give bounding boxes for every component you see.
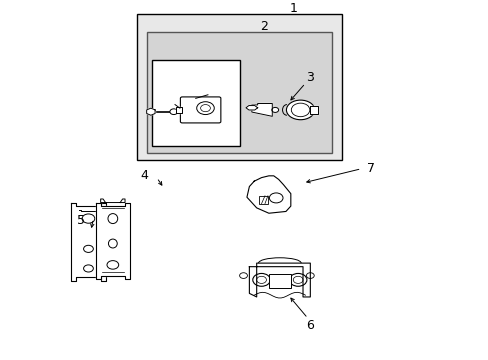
Circle shape [271, 107, 278, 112]
FancyBboxPatch shape [180, 97, 221, 123]
Text: 1: 1 [289, 2, 297, 15]
Polygon shape [249, 263, 310, 297]
Bar [152, 60, 239, 145]
Text: 5: 5 [77, 214, 85, 227]
Bar [137, 14, 341, 160]
Bar [147, 32, 331, 153]
Text: 6: 6 [306, 319, 314, 332]
Polygon shape [96, 203, 130, 279]
Circle shape [169, 109, 177, 114]
Polygon shape [176, 107, 182, 113]
Polygon shape [246, 176, 290, 213]
Polygon shape [251, 104, 272, 116]
Bar [268, 274, 290, 288]
Polygon shape [310, 105, 317, 114]
Polygon shape [71, 203, 105, 281]
Text: 3: 3 [306, 71, 314, 84]
Ellipse shape [286, 100, 314, 120]
Polygon shape [146, 108, 155, 115]
Polygon shape [245, 105, 257, 110]
Text: 4: 4 [141, 169, 148, 182]
Text: 2: 2 [260, 20, 267, 33]
Bar [259, 196, 267, 204]
Text: 7: 7 [366, 162, 374, 175]
